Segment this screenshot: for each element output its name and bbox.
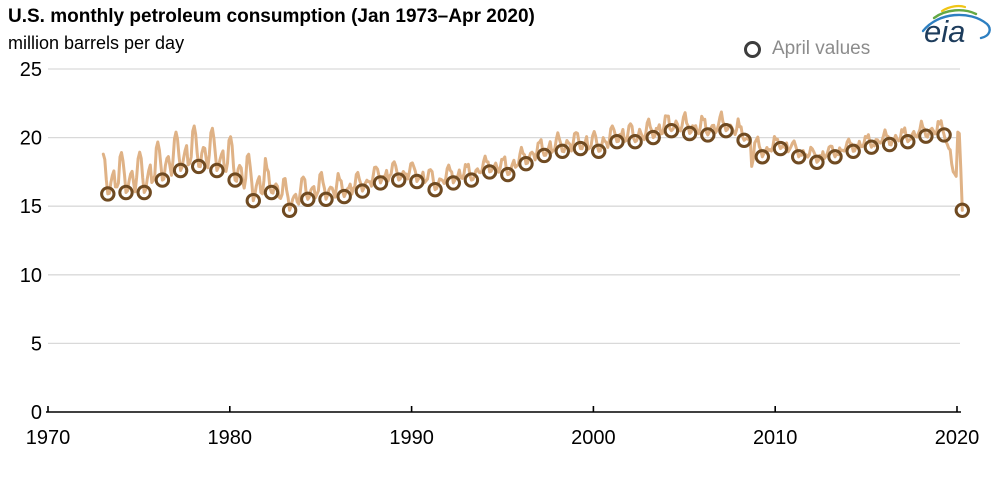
chart-subtitle: million barrels per day: [8, 32, 185, 53]
april-value-marker: [136, 184, 152, 201]
april-value-marker: [591, 143, 607, 160]
april-value-marker: [645, 129, 661, 146]
x-axis: [46, 406, 961, 413]
series: [100, 110, 970, 219]
april-values-marker-icon: [744, 40, 761, 58]
april-value-marker: [900, 134, 916, 150]
april-value-marker: [463, 172, 480, 188]
april-value-marker: [409, 173, 425, 190]
y-tick-label: 25: [20, 59, 42, 81]
legend-label: April values: [772, 38, 871, 59]
april-value-marker: [518, 156, 534, 172]
april-value-marker: [663, 123, 680, 139]
april-value-marker: [318, 191, 334, 208]
april-value-marker: [354, 183, 371, 199]
eia-logo: eia: [921, 4, 991, 48]
april-value-marker: [172, 162, 189, 179]
x-tick-label: 2020: [935, 427, 980, 449]
x-tick-label: 1980: [208, 427, 253, 449]
april-value-marker: [954, 202, 970, 219]
chart-title: U.S. monthly petroleum consumption (Jan …: [8, 6, 535, 27]
x-tick-label: 2010: [753, 427, 798, 449]
april-value-marker: [372, 175, 389, 191]
x-tick-label: 2000: [571, 427, 616, 449]
april-value-marker: [791, 149, 807, 165]
april-value-marker: [445, 175, 461, 191]
april-value-marker: [481, 164, 498, 180]
y-tick-label: 0: [31, 402, 42, 424]
april-value-marker: [936, 127, 952, 143]
april-value-marker: [536, 147, 552, 164]
april-value-marker: [263, 184, 280, 201]
chart-header: U.S. monthly petroleum consumption (Jan …: [8, 5, 535, 54]
april-value-marker: [154, 172, 171, 188]
gridlines: [48, 68, 960, 345]
april-value-marker: [281, 202, 298, 219]
april-value-marker: [100, 186, 116, 202]
y-tick-label: 10: [20, 265, 42, 287]
y-tick-label: 20: [20, 128, 42, 150]
april-value-marker: [391, 172, 407, 188]
april-value-marker: [118, 184, 134, 201]
april-value-marker: [827, 149, 843, 165]
april-value-marker: [681, 125, 698, 142]
logo-blue-arc-icon: [921, 13, 991, 40]
april-value-marker: [809, 154, 825, 171]
april-value-marker: [754, 149, 770, 165]
x-tick-label: 1990: [389, 427, 434, 449]
x-tick-label: 1970: [26, 427, 71, 449]
april-value-marker: [572, 140, 589, 157]
april-value-marker: [336, 188, 352, 205]
april-value-marker: [772, 140, 789, 157]
april-value-marker: [918, 128, 934, 144]
april-value-marker: [209, 162, 225, 179]
april-value-marker: [191, 158, 207, 175]
legend: April values: [744, 38, 870, 60]
april-value-marker: [627, 134, 643, 150]
april-value-marker: [718, 123, 734, 139]
april-value-marker: [427, 182, 443, 198]
logo-text: eia: [924, 14, 965, 48]
april-value-marker: [245, 193, 262, 209]
april-value-marker: [500, 166, 516, 183]
april-value-marker: [609, 134, 625, 150]
april-value-marker: [700, 127, 716, 143]
april-value-marker: [227, 172, 243, 188]
april-value-marker: [736, 132, 752, 149]
april-value-marker: [863, 139, 880, 155]
y-tick-label: 15: [20, 196, 42, 218]
april-value-marker: [881, 136, 898, 153]
x-axis-labels: 1970 1980 1990 2000 2010 2020: [26, 427, 980, 449]
y-tick-label: 5: [31, 333, 42, 355]
y-axis-labels: 0 5 10 15 20 25: [20, 59, 42, 424]
april-value-marker: [300, 191, 316, 208]
logo-green-arc-icon: [932, 9, 978, 20]
logo-yellow-arc-icon: [940, 4, 967, 13]
april-value-marker: [554, 143, 570, 160]
april-value-marker: [845, 143, 861, 160]
